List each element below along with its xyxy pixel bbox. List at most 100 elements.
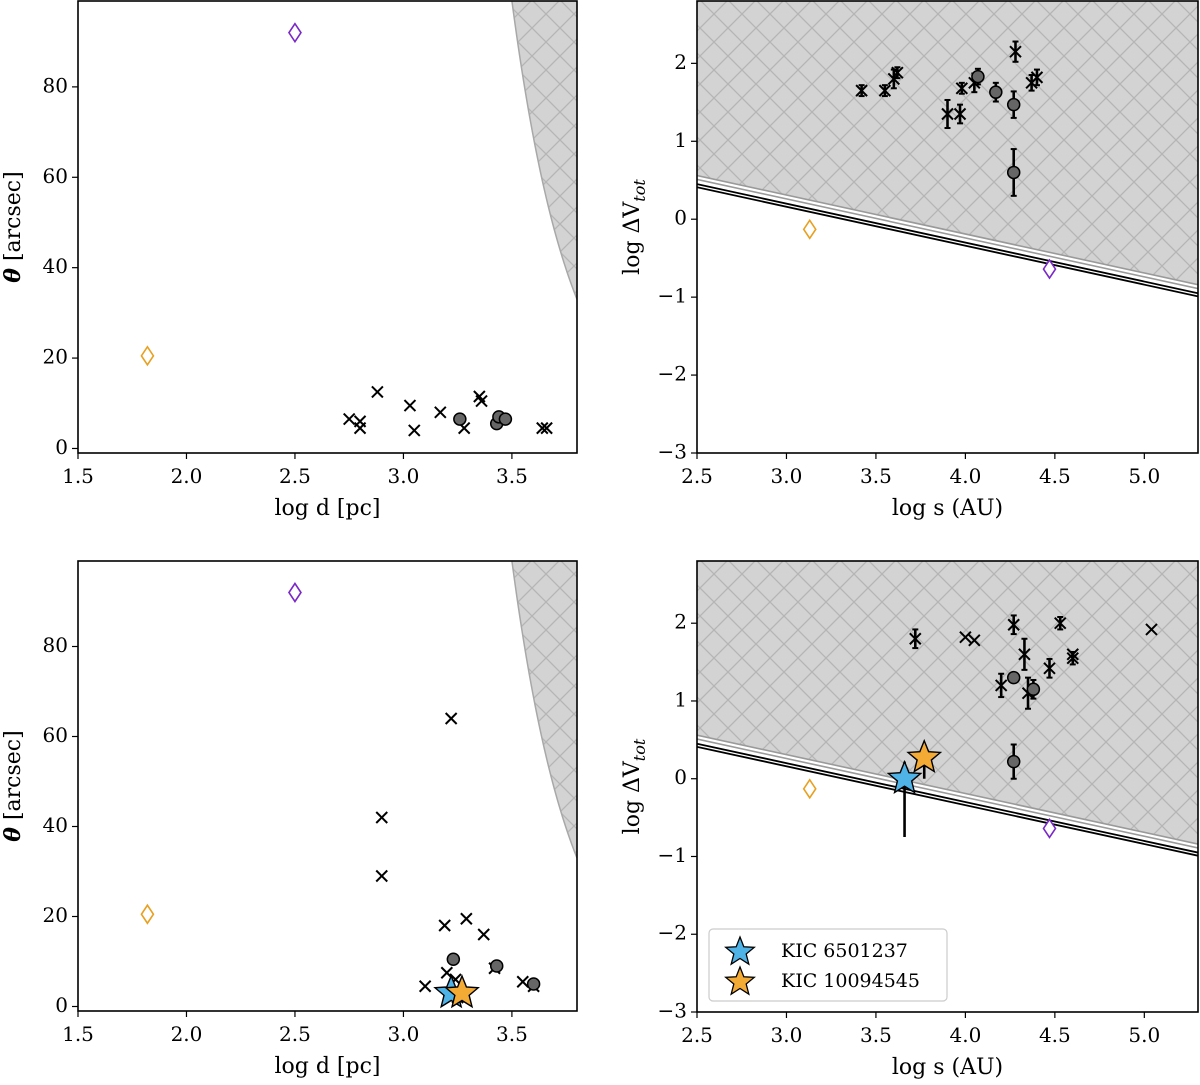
- data-point-x: [408, 424, 421, 437]
- x-tick-label: 2.5: [681, 464, 713, 488]
- y-tick-label: 1: [674, 687, 687, 711]
- data-point-x: [1066, 651, 1079, 665]
- excluded-region: [511, 561, 577, 858]
- excluded-region: [697, 561, 1198, 845]
- data-point-x: [438, 919, 451, 932]
- data-point-x: [418, 980, 432, 993]
- data-point-x: [1007, 618, 1020, 631]
- x-tick-label: 2.5: [279, 464, 311, 488]
- black-bound-line: [697, 186, 1198, 298]
- x-tick-label: 3.5: [496, 464, 528, 488]
- gray-bound-line: [697, 178, 1198, 290]
- data-point-circle: [526, 977, 541, 991]
- y-tick-label: 0: [55, 435, 68, 459]
- y-tick-label: 0: [674, 206, 687, 230]
- data-point-x: [953, 107, 967, 121]
- y-tick-label: 40: [43, 813, 68, 837]
- y-tick-label: −3: [658, 440, 687, 464]
- x-axis-label: log s (AU): [892, 1055, 1003, 1080]
- legend-box: [708, 928, 948, 1002]
- x-tick-label: 5.0: [1128, 464, 1160, 488]
- data-point-x: [477, 928, 490, 941]
- data-point-x: [444, 712, 458, 725]
- x-axis-label: log d [pc]: [274, 1054, 380, 1079]
- excluded-region-edge: [511, 561, 577, 859]
- data-point-x: [434, 406, 447, 419]
- star-marker: [444, 974, 480, 1009]
- panel-top-right: 2.5 3.0 3.5 4.0 4.5 5.0 −3 −2 −1 0 1 2 log s (AU) log…: [620, 0, 1199, 521]
- y-tick-label: 2: [674, 50, 687, 74]
- legend-marker-kic-6501237: [724, 935, 756, 966]
- x-tick-label: 4.5: [1039, 1023, 1071, 1047]
- reference-diamond: [802, 218, 817, 240]
- x-tick-label: 3.0: [771, 464, 803, 488]
- star-marker: [906, 738, 943, 773]
- data-point-x: [1030, 71, 1044, 84]
- star-marker: [886, 759, 923, 794]
- x-tick-label: 1.5: [62, 1022, 94, 1046]
- legend-star: [724, 965, 756, 996]
- legend-label-kic-6501237: KIC 6501237: [781, 940, 908, 962]
- x-tick-label: 3.5: [496, 1022, 528, 1046]
- reference-diamond: [287, 582, 302, 603]
- data-point-x: [1145, 623, 1158, 636]
- y-axis-label: θ [arcsec]: [0, 171, 26, 282]
- axes-frame: [77, 0, 578, 454]
- data-point-circle: [446, 952, 461, 966]
- axes-frame: [696, 560, 1199, 1013]
- y-tick-label: −2: [658, 921, 687, 945]
- data-point-x: [955, 82, 969, 95]
- gray-bound-line: [697, 174, 1198, 286]
- x-tick-label: 2.5: [681, 1023, 713, 1047]
- y-axis-label: log ΔVtot: [620, 179, 649, 275]
- x-tick-label: 3.0: [771, 1023, 803, 1047]
- data-point-x: [375, 869, 388, 883]
- black-bound-line: [697, 745, 1198, 857]
- data-point-x: [855, 84, 868, 97]
- x-tick-label: 3.5: [860, 1023, 892, 1047]
- y-tick-label: 80: [43, 633, 68, 657]
- data-point-x: [536, 421, 549, 435]
- y-tick-label: 60: [43, 164, 68, 188]
- reference-diamond: [140, 345, 155, 367]
- excluded-region: [697, 1, 1198, 285]
- y-tick-label: 60: [43, 723, 68, 747]
- panel-top-left: 1.5 2.0 2.5 3.0 3.5 0 20 40 60 80 log d [pc] θ [arc…: [0, 0, 578, 521]
- data-point-circle: [498, 412, 513, 426]
- reference-diamond: [802, 778, 817, 800]
- reference-diamond: [1042, 818, 1057, 839]
- data-point-x: [353, 421, 367, 435]
- data-point-x: [460, 912, 473, 925]
- data-point-x: [891, 66, 904, 79]
- data-point-x: [941, 107, 954, 121]
- y-tick-label: 20: [43, 345, 68, 369]
- data-point-circle: [971, 69, 985, 84]
- reference-diamond: [1042, 258, 1057, 280]
- legend: KIC 6501237 KIC 10094545: [708, 928, 948, 1002]
- legend-star: [724, 935, 756, 966]
- black-bound-line: [697, 742, 1198, 854]
- x-tick-label: 2.5: [279, 1022, 311, 1046]
- gray-bound-line: [697, 734, 1198, 845]
- y-axis-label: θ [arcsec]: [0, 730, 26, 841]
- data-point-x: [959, 630, 972, 644]
- data-point-circle: [1006, 165, 1021, 180]
- data-point-circle: [989, 85, 1003, 99]
- data-point-x: [516, 975, 529, 988]
- panel-bottom-left: 1.5 2.0 2.5 3.0 3.5 0 20 40 60 80 log d [pc] θ [arc…: [0, 560, 578, 1079]
- data-point-x: [371, 385, 384, 399]
- gray-bound-line: [697, 738, 1198, 849]
- data-point-x: [1018, 648, 1031, 661]
- x-tick-label: 1.5: [62, 464, 94, 488]
- y-axis-label: log ΔVtot: [620, 738, 649, 834]
- y-tick-label: 0: [55, 993, 68, 1017]
- black-bound-line: [697, 183, 1198, 295]
- reference-diamond: [140, 903, 155, 925]
- y-tick-label: 0: [674, 765, 687, 789]
- y-tick-label: 80: [43, 73, 68, 97]
- y-tick-label: 1: [674, 128, 687, 152]
- x-tick-label: 2.0: [171, 1022, 203, 1046]
- legend-marker-kic-10094545: [724, 965, 756, 996]
- data-point-x: [1009, 45, 1022, 58]
- y-tick-label: −2: [658, 362, 687, 386]
